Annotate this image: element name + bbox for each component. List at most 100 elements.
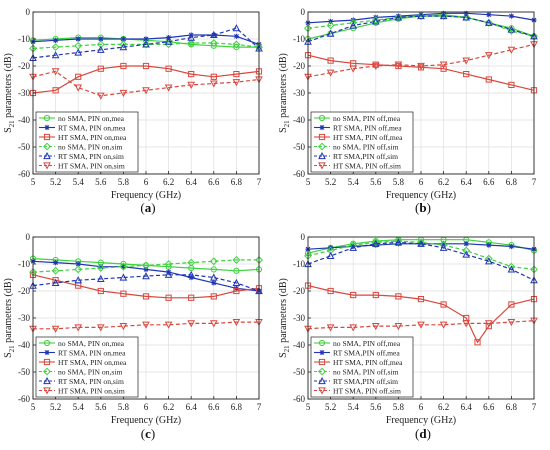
data-point xyxy=(508,13,514,19)
data-point xyxy=(97,65,104,72)
x-axis-label: Frequency (GHz) xyxy=(386,415,456,426)
data-point xyxy=(233,267,240,274)
legend-label: RT SMA, PIN on,sim xyxy=(58,377,124,386)
x-tick-label: 6.8 xyxy=(506,402,518,412)
legend-box xyxy=(310,111,414,173)
legend-marker xyxy=(319,349,325,356)
data-point xyxy=(395,13,401,19)
x-tick-label: 5.6 xyxy=(370,402,382,412)
data-point xyxy=(349,243,358,251)
data-point xyxy=(371,239,380,247)
legend-label: no SMA, PIN off,mea xyxy=(333,339,401,348)
x-tick-label: 5.8 xyxy=(118,402,130,412)
legend-label: RT SMA, PIN on,mea xyxy=(58,123,126,132)
panel-label: (b) xyxy=(415,200,431,215)
data-point xyxy=(96,92,105,100)
series-line-4 xyxy=(307,15,535,37)
data-point xyxy=(233,287,240,295)
data-point xyxy=(210,266,217,273)
data-point xyxy=(326,29,335,37)
data-point xyxy=(232,40,241,49)
legend-marker xyxy=(318,142,326,151)
series-line-3 xyxy=(307,54,535,91)
data-point xyxy=(210,293,217,300)
data-point xyxy=(53,260,59,266)
series-line-3 xyxy=(32,274,260,299)
legend-marker xyxy=(43,339,51,347)
data-point xyxy=(326,69,335,77)
x-tick-label: 5.4 xyxy=(348,177,360,187)
y-axis-label: S21 parameters (dB) xyxy=(278,53,291,133)
legend-marker xyxy=(44,349,50,356)
x-tick-label: 7 xyxy=(257,177,262,187)
x-tick-label: 5 xyxy=(31,402,36,412)
data-point xyxy=(394,13,403,21)
x-tick-label: 6.4 xyxy=(461,402,473,412)
legend-marker xyxy=(319,124,325,131)
chart-panel-4: 5 5.2 5.4 5.6 5.8 6 6.2 6.4 6.6 6.8 7 0 -10 -20 -30 -40… xyxy=(278,232,538,441)
data-point xyxy=(51,43,60,52)
data-point xyxy=(395,293,402,300)
x-tick-label: 5.6 xyxy=(370,177,382,187)
data-point xyxy=(417,321,425,329)
legend-marker xyxy=(43,142,51,151)
x-tick-label: 6.4 xyxy=(461,177,473,187)
chart-panel-1: 5 5.2 5.4 5.6 5.8 6 6.2 6.4 6.6 6.8 7 0 -10 -20 -30 -40… xyxy=(3,7,263,215)
data-point xyxy=(440,65,447,72)
data-point xyxy=(75,261,81,267)
data-point xyxy=(394,323,403,331)
legend-marker xyxy=(318,114,326,122)
data-point xyxy=(233,33,239,39)
data-point xyxy=(462,250,471,258)
data-point xyxy=(188,71,195,78)
data-point xyxy=(209,80,218,88)
legend-label: HT SMA, PIN off,sim xyxy=(333,386,401,395)
x-tick-label: 5.2 xyxy=(325,402,336,412)
data-point xyxy=(326,324,335,332)
legend-marker xyxy=(43,133,51,141)
data-point xyxy=(51,325,60,333)
y-tick-label: 0 xyxy=(301,232,306,242)
x-tick-label: 6.2 xyxy=(438,177,449,187)
x-tick-label: 7 xyxy=(257,402,262,412)
chart-panel-3: 5 5.2 5.4 5.6 5.8 6 6.2 6.4 6.6 6.8 7 0 -10 -20 -30 -40… xyxy=(3,232,263,441)
x-tick-label: 6 xyxy=(144,177,149,187)
data-point xyxy=(142,40,150,49)
data-point xyxy=(74,48,83,56)
y-axis-label-tail: parameters (dB) xyxy=(3,53,14,120)
legend-marker xyxy=(318,367,326,376)
legend-label: no SMA, PIN off,sim xyxy=(333,142,399,151)
y-axis-label-subscript: 21 xyxy=(283,345,291,353)
y-tick-label: -20 xyxy=(18,286,30,296)
data-point xyxy=(233,71,240,78)
data-point xyxy=(349,21,358,29)
data-point xyxy=(74,84,83,92)
x-tick-label: 7 xyxy=(532,177,537,187)
x-tick-label: 5 xyxy=(306,402,311,412)
y-tick-label: -60 xyxy=(293,394,305,404)
series-line-5 xyxy=(307,15,535,43)
x-tick-label: 5.2 xyxy=(50,402,61,412)
data-point xyxy=(187,320,196,328)
data-point xyxy=(328,18,334,25)
data-point xyxy=(97,287,104,295)
data-point xyxy=(74,276,83,284)
data-point xyxy=(51,51,60,59)
data-point xyxy=(120,62,127,70)
data-point xyxy=(350,291,357,299)
y-tick-label: 0 xyxy=(26,232,31,242)
data-point xyxy=(232,278,241,286)
y-tick-label: -20 xyxy=(293,286,305,296)
data-point xyxy=(188,41,195,48)
data-point xyxy=(142,272,150,280)
y-tick-label: -60 xyxy=(18,394,30,404)
data-point xyxy=(232,79,241,87)
x-tick-label: 5 xyxy=(31,177,36,187)
legend-marker xyxy=(43,114,51,122)
y-axis-label-tail: parameters (dB) xyxy=(3,278,14,345)
x-tick-label: 5.4 xyxy=(73,177,85,187)
data-point xyxy=(210,42,217,49)
data-point xyxy=(165,263,172,270)
data-point xyxy=(165,294,172,301)
